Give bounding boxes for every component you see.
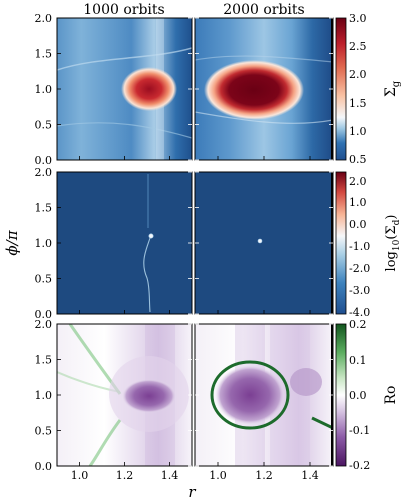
colorbar-dust-density (335, 171, 347, 315)
dust-clump-1000 (148, 233, 154, 239)
cb-ro-tick--0.2: -0.2 (349, 459, 370, 472)
y-tick-label-row0-1: 0.5 (35, 119, 53, 132)
y-tick-label-row1-4: 2.0 (35, 166, 53, 179)
y-tick-label-row0-3: 1.5 (35, 48, 53, 61)
x-tick-label-panel1-2: 1.4 (301, 469, 319, 482)
cb-ro-tick-0.1: 0.1 (349, 354, 367, 367)
cb-sg-tick-1.0: 1.0 (349, 125, 367, 138)
cb-sd-tick--4.0: -4.0 (349, 306, 370, 319)
x-tick-label-panel0-1: 1.2 (116, 469, 134, 482)
cb-sg-tick-3.0: 3.0 (349, 12, 367, 25)
panel-gas-density-1000 (57, 18, 192, 160)
svg-text:Σg: Σg (383, 80, 402, 97)
x-tick-label-panel1-0: 1.0 (209, 469, 227, 482)
panel-dust-density-1000 (57, 172, 192, 314)
panel-rossby-1000 (57, 324, 192, 466)
colorbar-label-rossby: Ro (383, 386, 399, 405)
x-ticks: 1.0 1.2 1.4 1.0 1.2 1.4 (71, 156, 319, 482)
gas-vortex-2000 (204, 60, 304, 120)
panel-dust-density-2000 (195, 172, 333, 314)
row-rossby: 0.2 0.1 0.0 -0.1 -0.2 Ro (56, 318, 399, 472)
y-tick-label-row2-0: 0.0 (35, 460, 53, 473)
y-tick-label-row1-0: 0.0 (35, 308, 53, 321)
y-tick-label-row2-3: 1.5 (35, 354, 53, 367)
cb-sd-tick--1.0: -1.0 (349, 240, 370, 253)
cb-ro-tick--0.1: -0.1 (349, 424, 370, 437)
cb-sg-tick-0.5: 0.5 (349, 153, 367, 166)
cb-ro-tick-0.0: 0.0 (349, 389, 367, 402)
y-tick-label-row2-1: 0.5 (35, 425, 53, 438)
colorbar-label-gas: Σg (383, 80, 402, 97)
cb-sd-tick--3.0: -3.0 (349, 284, 370, 297)
cb-sd-tick-1.0: 1.0 (349, 196, 367, 209)
row-gas-density: 3.0 2.5 2.0 1.5 1.0 0.5 Σg (56, 12, 402, 166)
y-tick-label-row1-2: 1.0 (35, 237, 53, 250)
column-title-2000: 2000 orbits (223, 2, 304, 18)
y-tick-label-row0-4: 2.0 (35, 12, 53, 25)
row-dust-density: 2.0 1.0 0.0 -1.0 -2.0 -3.0 -4.0 log10(Σd… (56, 171, 402, 319)
cb-sg-tick-1.5: 1.5 (349, 97, 367, 110)
x-tick-label-panel0-2: 1.4 (161, 469, 179, 482)
y-tick-label-row0-0: 0.0 (35, 154, 53, 167)
cb-sd-tick--2.0: -2.0 (349, 262, 370, 275)
colorbar-label-dust: log10(Σd) (384, 215, 402, 272)
svg-text:log10(Σd): log10(Σd) (384, 215, 402, 272)
rossby-vortex-1000 (122, 379, 176, 413)
gas-vortex-1000 (121, 67, 177, 111)
y-ticks: 0.00.51.01.52.00.00.51.01.52.00.00.51.01… (35, 12, 333, 473)
dust-clump-2000 (257, 238, 263, 244)
cb-sg-tick-2.0: 2.0 (349, 68, 367, 81)
y-tick-label-row1-1: 0.5 (35, 273, 53, 286)
y-tick-label-row2-4: 2.0 (35, 318, 53, 331)
cb-sg-tick-2.5: 2.5 (349, 40, 367, 53)
cb-sd-tick-2.0: 2.0 (349, 175, 367, 188)
y-axis-label: ϕ/π (3, 229, 21, 255)
cb-ro-tick-0.2: 0.2 (349, 318, 367, 331)
y-tick-label-row0-2: 1.0 (35, 83, 53, 96)
panel-rossby-2000 (195, 324, 333, 466)
x-tick-label-panel0-0: 1.0 (71, 469, 89, 482)
column-title-1000: 1000 orbits (83, 2, 164, 18)
x-tick-label-panel1-1: 1.2 (255, 469, 273, 482)
panel-gas-density-2000 (195, 18, 333, 160)
colorbar-gas-density (335, 17, 347, 161)
x-axis-label: r (188, 483, 196, 501)
colorbar-rossby (335, 323, 347, 467)
cb-sd-tick-0.0: 0.0 (349, 218, 367, 231)
rossby-vortex-2000 (215, 365, 285, 425)
y-tick-label-row2-2: 1.0 (35, 389, 53, 402)
y-tick-label-row1-3: 1.5 (35, 202, 53, 215)
